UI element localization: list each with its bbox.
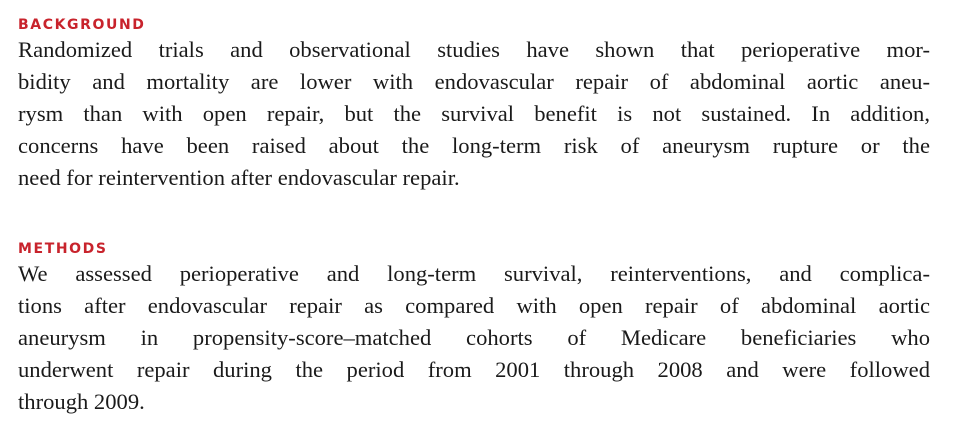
- methods-line: tions after endovascular repair as compa…: [18, 293, 930, 318]
- background-line: rysm than with open repair, but the surv…: [18, 101, 930, 126]
- background-line: bidity and mortality are lower with endo…: [18, 69, 930, 94]
- methods-heading: METHODS: [18, 241, 108, 257]
- background-line: concerns have been raised about the long…: [18, 133, 930, 158]
- methods-section: METHODS We assessed perioperative and lo…: [18, 240, 930, 418]
- background-line: Randomized trials and observational stud…: [18, 37, 930, 62]
- background-section: BACKGROUND Randomized trials and observa…: [18, 16, 930, 194]
- methods-line: through 2009.: [18, 389, 145, 414]
- methods-line: We assessed perioperative and long-term …: [18, 261, 930, 286]
- methods-paragraph: We assessed perioperative and long-term …: [18, 258, 930, 418]
- background-heading: BACKGROUND: [18, 17, 146, 33]
- methods-line: aneurysm in propensity-score–matched coh…: [18, 325, 930, 350]
- background-line: need for reintervention after endovascul…: [18, 165, 460, 190]
- methods-line: underwent repair during the period from …: [18, 357, 930, 382]
- background-paragraph: Randomized trials and observational stud…: [18, 34, 930, 194]
